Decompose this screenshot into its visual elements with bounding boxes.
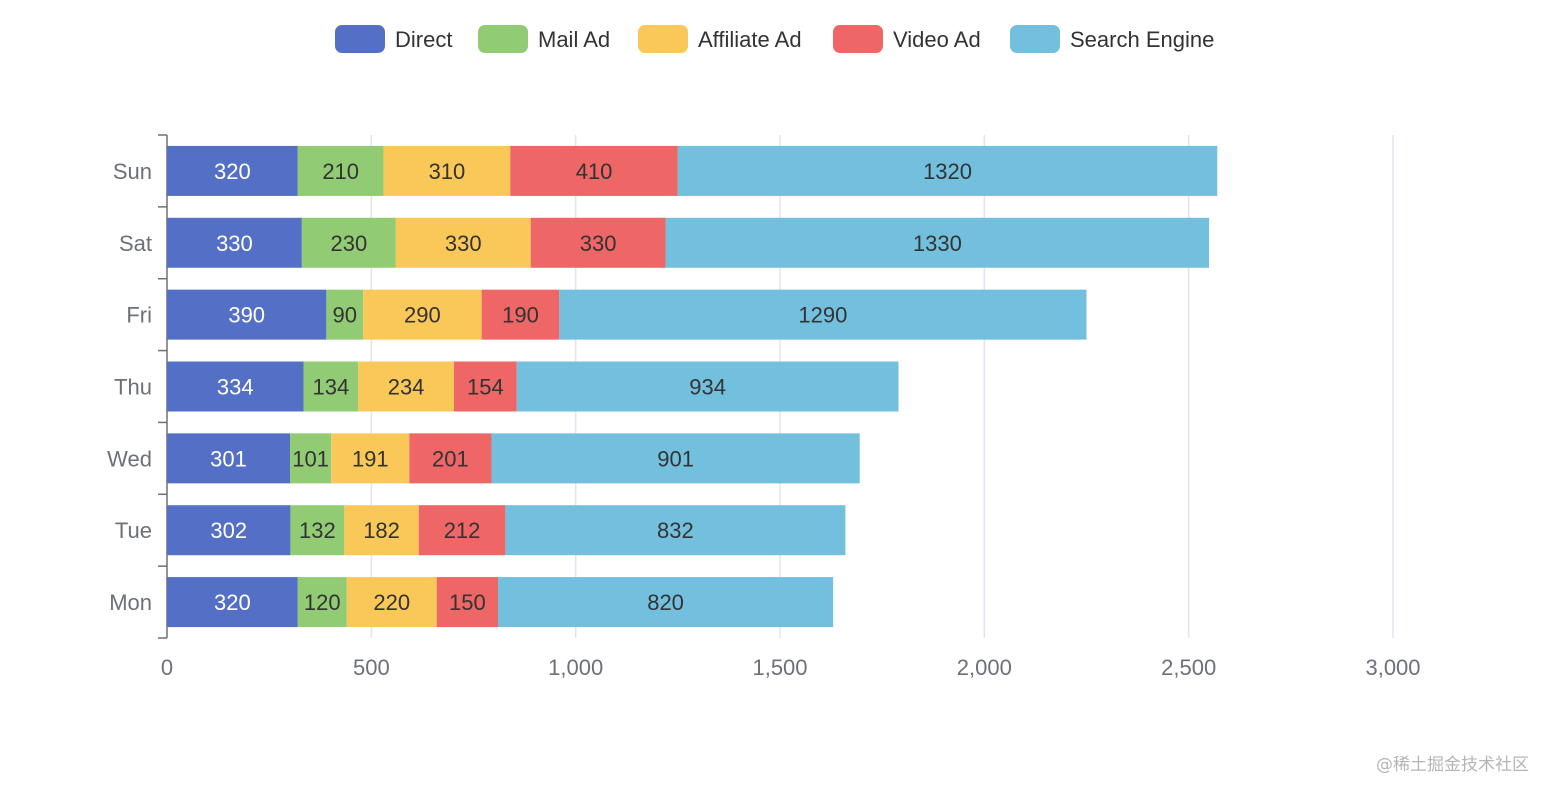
y-tick-label: Sun (113, 159, 152, 184)
bar-segment (409, 433, 492, 484)
x-tick-label: 1,000 (548, 655, 603, 680)
data-label: 201 (432, 446, 469, 471)
bar-segment (383, 145, 511, 196)
bar-segment (530, 217, 666, 268)
y-tick-label: Tue (115, 518, 152, 543)
data-label: 1330 (913, 231, 962, 256)
bar-segment (167, 289, 327, 340)
data-label: 310 (429, 159, 466, 184)
data-label: 182 (363, 518, 400, 543)
data-label: 820 (647, 590, 684, 615)
legend-item-swatch[interactable] (638, 25, 688, 53)
data-label: 832 (657, 518, 694, 543)
data-label: 330 (445, 231, 482, 256)
data-label: 302 (210, 518, 247, 543)
bar-segment (290, 505, 345, 556)
bar-segment (167, 433, 291, 484)
data-label: 320 (214, 590, 251, 615)
data-label: 191 (352, 446, 389, 471)
bar-segment (290, 433, 332, 484)
bar-segment (491, 433, 860, 484)
bar-segment (344, 505, 419, 556)
bar-segment (516, 361, 899, 412)
legend-item-swatch[interactable] (478, 25, 528, 53)
y-tick-label: Thu (114, 375, 152, 400)
data-label: 120 (304, 590, 341, 615)
data-label: 210 (322, 159, 359, 184)
bar-segment (167, 505, 291, 556)
data-label: 320 (214, 159, 251, 184)
data-label: 150 (449, 590, 486, 615)
data-label: 190 (502, 303, 539, 328)
legend-item-swatch[interactable] (1010, 25, 1060, 53)
y-tick-label: Sat (119, 231, 152, 256)
legend-item-label[interactable]: Mail Ad (538, 27, 610, 52)
data-label: 901 (657, 446, 694, 471)
data-label: 1290 (798, 303, 847, 328)
data-label: 410 (576, 159, 613, 184)
bar-segment (505, 505, 846, 556)
bar-segment (418, 505, 506, 556)
data-label: 154 (467, 375, 504, 400)
data-label: 934 (689, 375, 726, 400)
bar-segment (436, 577, 499, 628)
data-label: 301 (210, 446, 247, 471)
data-label: 1320 (923, 159, 972, 184)
bar-segment (326, 289, 364, 340)
bar-segment (677, 145, 1218, 196)
y-tick-label: Mon (109, 590, 152, 615)
bar-segment (358, 361, 454, 412)
data-label: 330 (580, 231, 617, 256)
bar-segment (346, 577, 437, 628)
bar-segment (297, 577, 347, 628)
bar-segment (665, 217, 1210, 268)
legend-item-label[interactable]: Affiliate Ad (698, 27, 802, 52)
x-tick-label: 2,000 (957, 655, 1012, 680)
bar-segment (167, 217, 302, 268)
data-label: 212 (444, 518, 481, 543)
bar-segment (167, 145, 298, 196)
legend-item-swatch[interactable] (335, 25, 385, 53)
bar-segment (331, 433, 410, 484)
y-tick-label: Wed (107, 446, 152, 471)
data-label: 290 (404, 303, 441, 328)
bar-segment (363, 289, 482, 340)
bar-segment (510, 145, 678, 196)
bar-segment (303, 361, 359, 412)
data-label: 90 (333, 303, 357, 328)
data-label: 220 (373, 590, 410, 615)
x-tick-label: 1,500 (752, 655, 807, 680)
bar-segment (167, 577, 298, 628)
legend-item-swatch[interactable] (833, 25, 883, 53)
data-label: 234 (388, 375, 425, 400)
x-tick-label: 0 (161, 655, 173, 680)
data-label: 330 (216, 231, 253, 256)
bar-segment (559, 289, 1087, 340)
legend-item-label[interactable]: Search Engine (1070, 27, 1214, 52)
legend-item-label[interactable]: Video Ad (893, 27, 981, 52)
x-tick-label: 2,500 (1161, 655, 1216, 680)
x-tick-label: 3,000 (1365, 655, 1420, 680)
y-tick-label: Fri (126, 303, 152, 328)
legend-item-label[interactable]: Direct (395, 27, 452, 52)
data-label: 134 (313, 375, 350, 400)
data-label: 101 (292, 446, 329, 471)
bar-segment (297, 145, 384, 196)
data-label: 132 (299, 518, 336, 543)
bar-segment (167, 361, 304, 412)
data-label: 230 (330, 231, 367, 256)
bar-segment (301, 217, 396, 268)
watermark: @稀土掘金技术社区 (1376, 755, 1529, 775)
bar-segment (395, 217, 531, 268)
data-label: 390 (228, 303, 265, 328)
data-label: 334 (217, 375, 254, 400)
x-tick-label: 500 (353, 655, 390, 680)
bar-segment (481, 289, 560, 340)
bar-segment (498, 577, 834, 628)
bar-segment (453, 361, 517, 412)
